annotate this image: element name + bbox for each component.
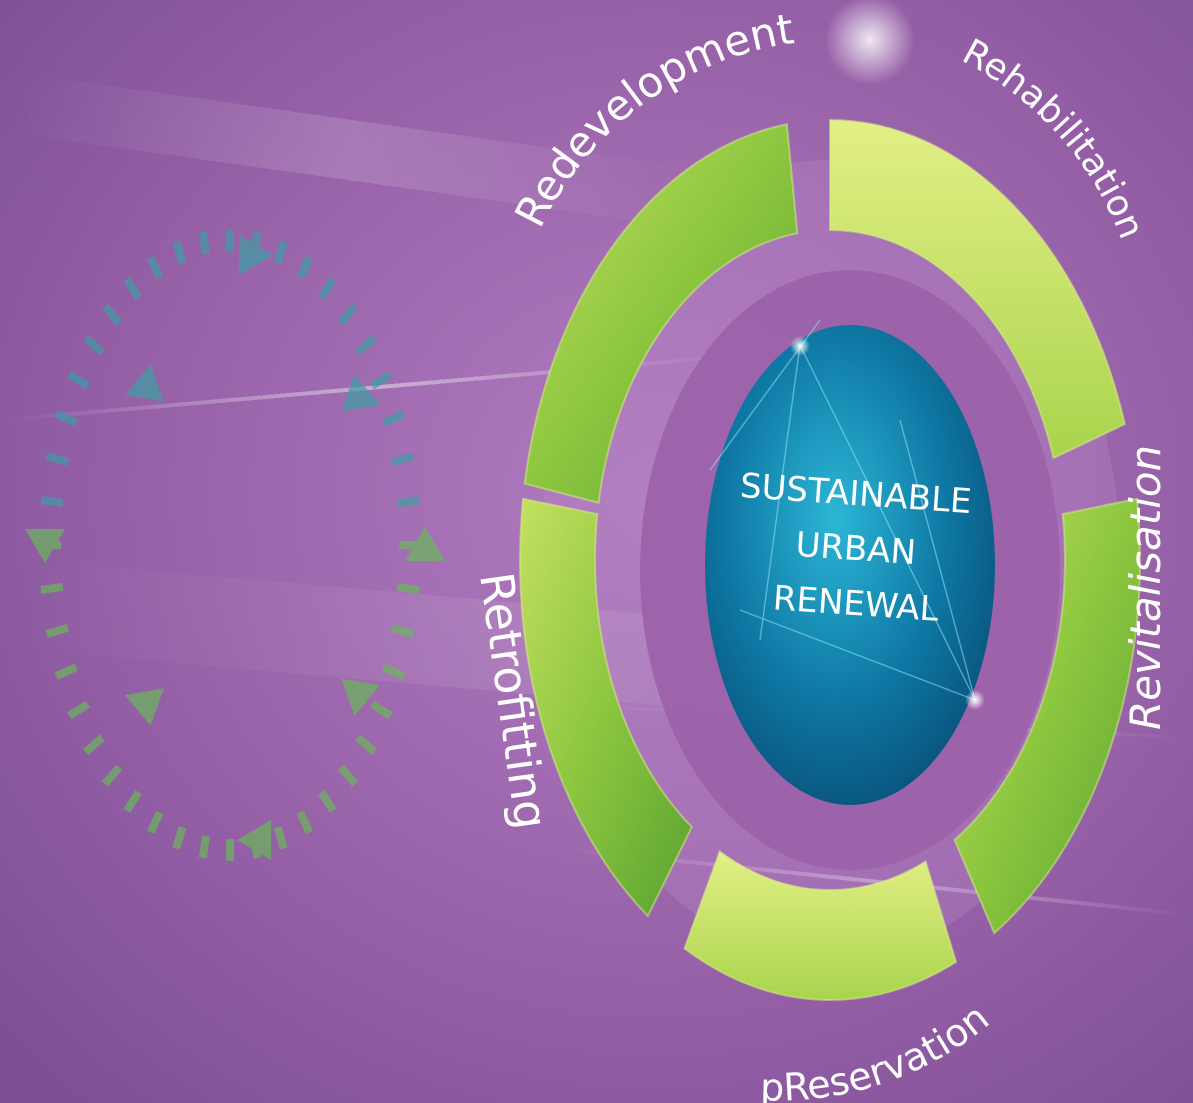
ring-segment-redevelopment: [523, 123, 799, 504]
center-hub: SUSTAINABLE URBAN RENEWAL: [705, 319, 995, 805]
cycle-dash: [226, 839, 234, 861]
ring-segment-rehabilitation: [829, 118, 1126, 460]
cycle-triangle: [124, 688, 164, 726]
cycle-dash: [355, 734, 377, 755]
cycle-triangle: [405, 527, 445, 561]
cycle-dash: [147, 810, 164, 835]
cycle-dash: [54, 663, 78, 680]
cycle-triangle: [237, 820, 271, 860]
cycle-dash: [123, 790, 142, 813]
cycle-dash: [101, 764, 123, 787]
center-title-line-2: URBAN: [794, 525, 917, 573]
cycle-dash: [296, 255, 313, 280]
label-revitalisation: Revitalisation: [1121, 445, 1170, 730]
cycle-dash: [198, 231, 210, 255]
cycle-dash: [83, 335, 105, 356]
cycle-dash: [337, 303, 359, 326]
cycle-dash: [296, 810, 313, 835]
cycle-dash: [318, 790, 337, 813]
cycle-arrows-icon: [25, 229, 445, 861]
cycle-dash: [45, 452, 69, 467]
cycle-dash: [355, 335, 377, 356]
cycle-dash: [226, 229, 234, 251]
cycle-dash: [67, 370, 90, 390]
cycle-dash: [147, 255, 164, 280]
glare: [825, 0, 915, 85]
cycle-dash: [382, 410, 406, 427]
cycle-dash: [337, 764, 359, 787]
cycle-dash: [391, 623, 415, 638]
cycle-dash: [273, 240, 288, 265]
cycle-dash: [101, 303, 123, 326]
cycle-dash: [83, 734, 105, 755]
cycle-dash: [45, 623, 69, 638]
cycle-dash: [396, 496, 420, 508]
cycle-dash: [172, 825, 187, 850]
cycle-dash: [54, 410, 78, 427]
cycle-triangle: [341, 678, 381, 716]
cycle-dash: [273, 825, 288, 850]
cycle-dash: [318, 277, 337, 300]
ring-segment-revitalisation: [953, 497, 1141, 935]
ring-segment-retrofitting: [519, 497, 694, 918]
cycle-dash: [370, 700, 393, 720]
cycle-dash: [172, 240, 187, 265]
cycle-triangle: [239, 235, 273, 275]
cycle-dash: [40, 496, 64, 508]
cycle-dash: [40, 582, 64, 594]
ring-segment-preservation: [683, 849, 958, 1001]
cycle-dash: [370, 370, 393, 390]
cycle-dash: [382, 663, 406, 680]
cycle-dash: [198, 835, 210, 859]
cycle-triangle: [124, 364, 164, 402]
cycle-dash: [391, 452, 415, 467]
cycle-triangle: [341, 374, 381, 412]
cycle-dash: [396, 582, 420, 594]
cycle-dash: [123, 277, 142, 300]
cycle-dash: [67, 700, 90, 720]
cycle-triangle: [25, 529, 65, 563]
